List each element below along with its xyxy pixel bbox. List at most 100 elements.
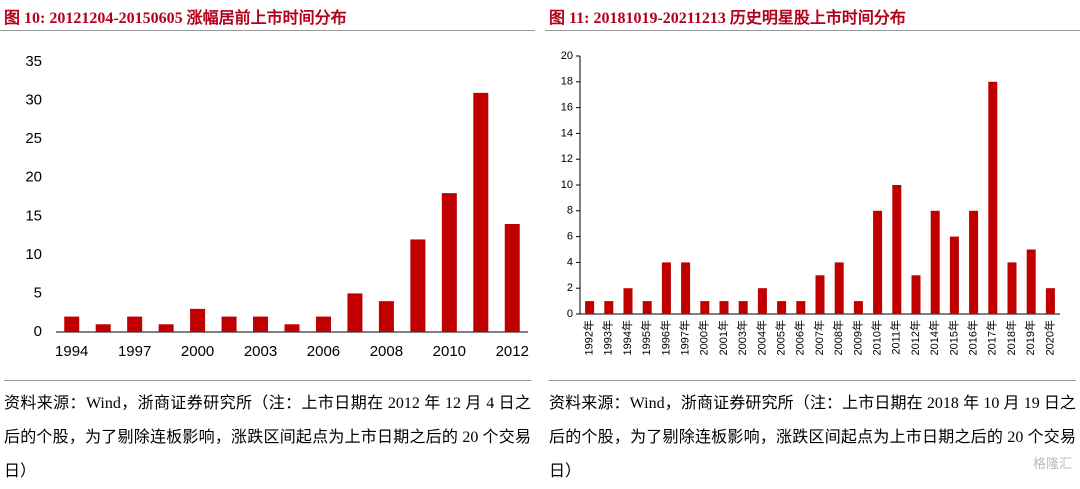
bar xyxy=(719,301,729,314)
x-tick-label: 2008 xyxy=(370,343,403,360)
bar xyxy=(815,275,825,314)
bar xyxy=(796,301,806,314)
bar xyxy=(127,316,143,332)
bar xyxy=(378,301,394,332)
chart: 0 5 10 15 20 25 30 35 1994 1997 2000 2003 2006 2008 20… xyxy=(25,53,529,360)
source-note: 资料来源：Wind，浙商证券研究所（注：上市日期在 2018 年 10 月 19… xyxy=(549,380,1076,489)
x-tick-label: 2014年 xyxy=(927,320,941,355)
x-tick-label: 2017年 xyxy=(985,320,999,355)
panel-right: 图 11: 20181019-20211213 历史明星股上市时间分布 0 2 4 6… xyxy=(545,0,1080,480)
bar xyxy=(604,301,614,314)
chart-title: 图 11: 20181019-20211213 历史明星股上市时间分布 xyxy=(549,10,906,27)
bar xyxy=(681,262,691,314)
bar xyxy=(988,81,998,314)
x-tick-label: 1992年 xyxy=(582,320,596,355)
x-tick-label: 2004年 xyxy=(754,320,768,355)
y-tick-label: 5 xyxy=(34,284,42,301)
source-note: 资料来源：Wind，浙商证券研究所（注：上市日期在 2012 年 12 月 4 … xyxy=(4,380,531,489)
y-tick-label: 20 xyxy=(25,169,42,186)
bar xyxy=(1007,262,1017,314)
bar xyxy=(930,210,940,314)
title-rule xyxy=(0,30,535,31)
y-tick-label: 10 xyxy=(25,246,42,263)
x-tick-label: 2006年 xyxy=(793,320,807,355)
x-tick-label: 2006 xyxy=(307,343,340,360)
x-tick-label: 2012 xyxy=(496,343,529,360)
bar xyxy=(949,236,959,314)
bar xyxy=(969,210,979,314)
bar xyxy=(1045,288,1055,314)
bar xyxy=(623,288,633,314)
y-tick-label: 20 xyxy=(561,50,573,62)
bar xyxy=(190,308,206,332)
y-tick-label: 0 xyxy=(567,308,573,320)
chart-title: 图 10: 20121204-20150605 涨幅居前上市时间分布 xyxy=(4,10,347,27)
bar xyxy=(253,316,269,332)
y-tick-label: 30 xyxy=(25,92,42,109)
x-tick-label: 2000 xyxy=(181,343,214,360)
y-tick-label: 0 xyxy=(34,323,42,340)
x-tick-label: 2012年 xyxy=(908,320,922,355)
x-tick-label: 2010 xyxy=(433,343,466,360)
bar xyxy=(700,301,710,314)
y-tick-label: 18 xyxy=(561,76,573,88)
title-rule xyxy=(545,30,1080,31)
y-tick-label: 14 xyxy=(561,127,573,139)
x-tick-label: 1995年 xyxy=(639,320,653,355)
x-tick-label: 2008年 xyxy=(831,320,845,355)
y-tick-label: 4 xyxy=(567,256,573,268)
bar xyxy=(642,301,652,314)
x-tick-label: 2007年 xyxy=(812,320,826,355)
watermark: 格隆汇 xyxy=(1032,456,1072,471)
bar xyxy=(873,210,883,314)
y-tick-label: 6 xyxy=(567,231,573,243)
y-tick-label: 10 xyxy=(561,179,573,191)
x-tick-label: 2010年 xyxy=(870,320,884,355)
bar xyxy=(892,185,902,314)
y-tick-label: 16 xyxy=(561,102,573,114)
bar xyxy=(661,262,671,314)
bar xyxy=(441,193,457,332)
x-tick-label: 2016年 xyxy=(966,320,980,355)
panel-left: 图 10: 20121204-20150605 涨幅居前上市时间分布 0 5 10 1… xyxy=(0,0,535,480)
bar xyxy=(95,324,111,332)
bar xyxy=(738,301,748,314)
bar xyxy=(853,301,863,314)
x-tick-label: 2003年 xyxy=(735,320,749,355)
x-tick-label: 1994 xyxy=(55,343,88,360)
y-tick-label: 12 xyxy=(561,153,573,165)
bar xyxy=(777,301,787,314)
bar xyxy=(64,316,80,332)
y-tick-label: 15 xyxy=(25,207,42,224)
bar xyxy=(504,224,520,332)
bar xyxy=(347,293,363,332)
bar xyxy=(1026,249,1036,314)
bar xyxy=(221,316,237,332)
bar xyxy=(585,301,595,314)
bar xyxy=(410,239,426,332)
x-tick-label: 2003 xyxy=(244,343,277,360)
x-tick-label: 1994年 xyxy=(620,320,634,355)
x-tick-label: 1996年 xyxy=(658,320,672,355)
bar xyxy=(284,324,300,332)
x-tick-label: 1997年 xyxy=(678,320,692,355)
x-tick-label: 2001年 xyxy=(716,320,730,355)
x-tick-label: 2015年 xyxy=(946,320,960,355)
y-tick-label: 8 xyxy=(567,205,573,217)
x-tick-label: 2018年 xyxy=(1004,320,1018,355)
x-tick-label: 1997 xyxy=(118,343,151,360)
x-tick-label: 1993年 xyxy=(601,320,615,355)
chart: 0 2 4 6 8 10 12 14 16 18 20 1992年 1993年 1994年 1995年 199… xyxy=(561,50,1060,355)
y-tick-label: 35 xyxy=(25,53,42,70)
x-tick-label: 2009年 xyxy=(850,320,864,355)
y-tick-label: 25 xyxy=(25,130,42,147)
bar xyxy=(473,92,489,332)
x-tick-label: 2019年 xyxy=(1023,320,1037,355)
bar xyxy=(158,324,174,332)
bar xyxy=(911,275,921,314)
x-tick-label: 2020年 xyxy=(1042,320,1056,355)
bar xyxy=(757,288,767,314)
x-tick-label: 2000年 xyxy=(697,320,711,355)
y-tick-label: 2 xyxy=(567,282,573,294)
